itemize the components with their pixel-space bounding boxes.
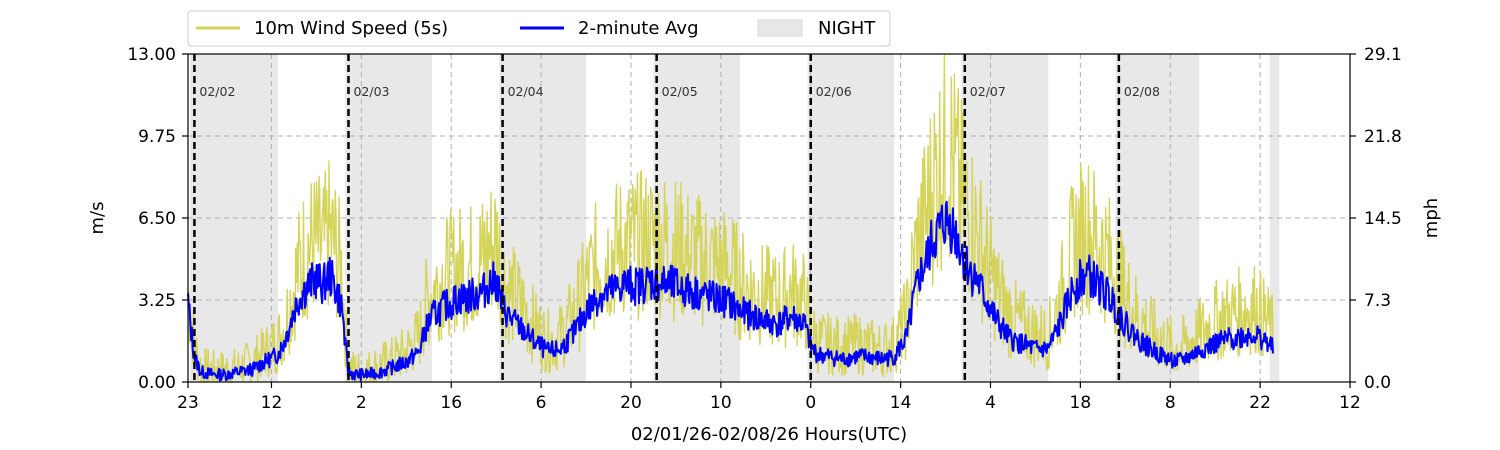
y-tick-label-left-2: 6.50: [138, 209, 176, 229]
day-marker-label-5: 02/07: [970, 84, 1006, 99]
x-tick-label-4: 6: [536, 393, 547, 413]
x-tick-label-10: 18: [1070, 393, 1092, 413]
day-marker-label-0: 02/02: [199, 84, 235, 99]
x-tick-label-5: 20: [620, 393, 642, 413]
y-tick-label-left-3: 9.75: [138, 127, 176, 147]
x-tick-label-9: 4: [985, 393, 996, 413]
y-tick-label-left-1: 3.25: [138, 291, 176, 311]
day-marker-label-2: 02/04: [508, 84, 544, 99]
x-tick-label-12: 22: [1249, 393, 1271, 413]
legend-label-night: NIGHT: [818, 18, 876, 39]
x-tick-label-11: 8: [1165, 393, 1176, 413]
legend-label-gust: 10m Wind Speed (5s): [254, 18, 448, 39]
legend: 10m Wind Speed (5s) 2-minute Avg NIGHT: [187, 10, 891, 47]
x-tick-label-3: 16: [440, 393, 462, 413]
x-tick-label-13: 12: [1339, 393, 1361, 413]
day-marker-label-6: 02/08: [1124, 84, 1160, 99]
x-tick-label-2: 2: [356, 393, 367, 413]
night-band-7: [1269, 54, 1280, 382]
day-marker-label-1: 02/03: [353, 84, 389, 99]
day-marker-label-4: 02/06: [816, 84, 852, 99]
y-tick-label-left-4: 13.00: [127, 45, 176, 65]
day-marker-layer: 02/02 02/03 02/04 02/05 02/06 02/07 02/08: [193, 54, 1160, 382]
day-marker-label-3: 02/05: [662, 84, 698, 99]
avg-series-line: [187, 200, 1274, 382]
x-tick-label-1: 12: [261, 393, 283, 413]
y-tick-label-right-0: 0.0: [1364, 373, 1391, 393]
x-tick-label-8: 14: [890, 393, 912, 413]
tick-layer: 23 12 2 16 6 20 10 0 14 4 18 8 22 12 0.00 0.0 3.25 7.3 6.5…: [127, 45, 1402, 413]
x-tick-label-6: 10: [710, 393, 732, 413]
y-axis-label-left: m/s: [87, 202, 108, 235]
legend-label-avg: 2-minute Avg: [578, 18, 699, 39]
y-axis-label-right: mph: [1421, 198, 1442, 238]
x-tick-label-0: 23: [177, 393, 199, 413]
y-tick-label-right-3: 21.8: [1364, 127, 1402, 147]
y-tick-label-right-1: 7.3: [1364, 291, 1391, 311]
legend-swatch-night: [757, 19, 803, 37]
series-layer: [187, 53, 1274, 383]
x-axis-label: 02/01/26-02/08/26 Hours(UTC): [631, 424, 907, 445]
y-tick-label-right-2: 14.5: [1364, 209, 1402, 229]
gust-series-line: [187, 53, 1274, 383]
y-tick-label-left-0: 0.00: [138, 373, 176, 393]
x-tick-label-7: 0: [805, 393, 816, 413]
y-tick-label-right-4: 29.1: [1364, 45, 1402, 65]
